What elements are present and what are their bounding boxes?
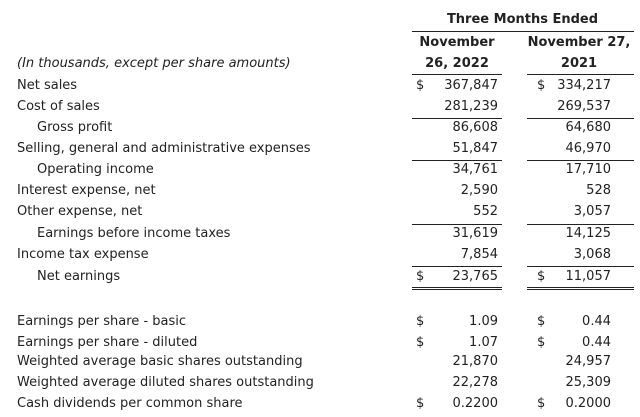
value-current: 21,870: [452, 354, 499, 369]
rule-other-expense-current: [412, 224, 502, 225]
value-prior: 0.44: [582, 314, 611, 329]
rule-sga-prior: [527, 160, 634, 161]
rule-sga-current: [412, 160, 502, 161]
column-header-current-line2: 26, 2022: [425, 56, 489, 71]
value-prior: 269,537: [557, 99, 611, 114]
value-current: 34,761: [452, 162, 499, 177]
value-prior: 17,710: [565, 162, 612, 177]
value-prior: 3,068: [573, 247, 611, 262]
value-prior: 11,057: [565, 269, 612, 284]
row-label: Net earnings: [37, 269, 121, 284]
currency-symbol-current: $: [416, 335, 425, 350]
column-header-rule-current: [412, 74, 502, 75]
rule-income-tax-prior: [527, 266, 634, 267]
value-current: 0.2200: [452, 396, 499, 411]
value-current: 1.07: [469, 335, 498, 350]
currency-symbol-prior: $: [537, 335, 546, 350]
currency-symbol-prior: $: [537, 269, 546, 284]
currency-symbol-current: $: [416, 396, 425, 411]
currency-symbol-current: $: [416, 269, 425, 284]
period-header-rule: [412, 31, 634, 32]
value-prior: 528: [586, 183, 611, 198]
value-prior: 46,970: [565, 141, 612, 156]
value-current: 7,854: [460, 247, 498, 262]
row-label: Cash dividends per common share: [17, 396, 243, 411]
value-current: 1.09: [469, 314, 498, 329]
row-label: Income tax expense: [17, 247, 149, 262]
row-label: Cost of sales: [17, 99, 100, 114]
value-prior: 0.2000: [565, 396, 612, 411]
value-prior: 334,217: [557, 78, 611, 93]
value-current: 51,847: [452, 141, 499, 156]
rule-net-earnings-prior: [527, 287, 634, 290]
value-prior: 0.44: [582, 335, 611, 350]
value-current: 86,608: [452, 120, 499, 135]
rule-cost-of-sales-current: [412, 118, 502, 119]
value-current: 31,619: [452, 226, 499, 241]
column-header-prior-line1: November 27,: [527, 35, 631, 50]
rule-other-expense-prior: [527, 224, 634, 225]
column-header-current-line1: November: [419, 35, 495, 50]
value-current: 22,278: [452, 375, 499, 390]
row-label: Earnings per share - diluted: [17, 335, 198, 350]
row-label: Weighted average diluted shares outstand…: [17, 375, 314, 390]
rule-cost-of-sales-prior: [527, 118, 634, 119]
value-current: 281,239: [444, 99, 498, 114]
row-label: Earnings per share - basic: [17, 314, 187, 329]
row-label: Interest expense, net: [17, 183, 156, 198]
row-label: Gross profit: [37, 120, 113, 135]
rule-net-earnings-current: [412, 287, 502, 290]
currency-symbol-current: $: [416, 314, 425, 329]
row-label: Operating income: [37, 162, 154, 177]
currency-symbol-current: $: [416, 78, 425, 93]
value-current: 23,765: [452, 269, 499, 284]
units-note: (In thousands, except per share amounts): [17, 56, 291, 71]
currency-symbol-prior: $: [537, 396, 546, 411]
currency-symbol-prior: $: [537, 78, 546, 93]
period-header: Three Months Ended: [446, 12, 599, 27]
value-prior: 14,125: [565, 226, 612, 241]
row-label: Selling, general and administrative expe…: [17, 141, 311, 156]
rule-income-tax-current: [412, 266, 502, 267]
row-label: Other expense, net: [17, 204, 143, 219]
value-current: 552: [473, 204, 498, 219]
value-prior: 64,680: [565, 120, 612, 135]
column-header-rule-prior: [527, 74, 634, 75]
row-label: Earnings before income taxes: [37, 226, 231, 241]
value-prior: 25,309: [565, 375, 612, 390]
row-label: Net sales: [17, 78, 78, 93]
value-prior: 3,057: [573, 204, 611, 219]
value-current: 367,847: [444, 78, 498, 93]
value-current: 2,590: [460, 183, 498, 198]
column-header-prior-line2: 2021: [560, 56, 598, 71]
value-prior: 24,957: [565, 354, 612, 369]
currency-symbol-prior: $: [537, 314, 546, 329]
row-label: Weighted average basic shares outstandin…: [17, 354, 303, 369]
